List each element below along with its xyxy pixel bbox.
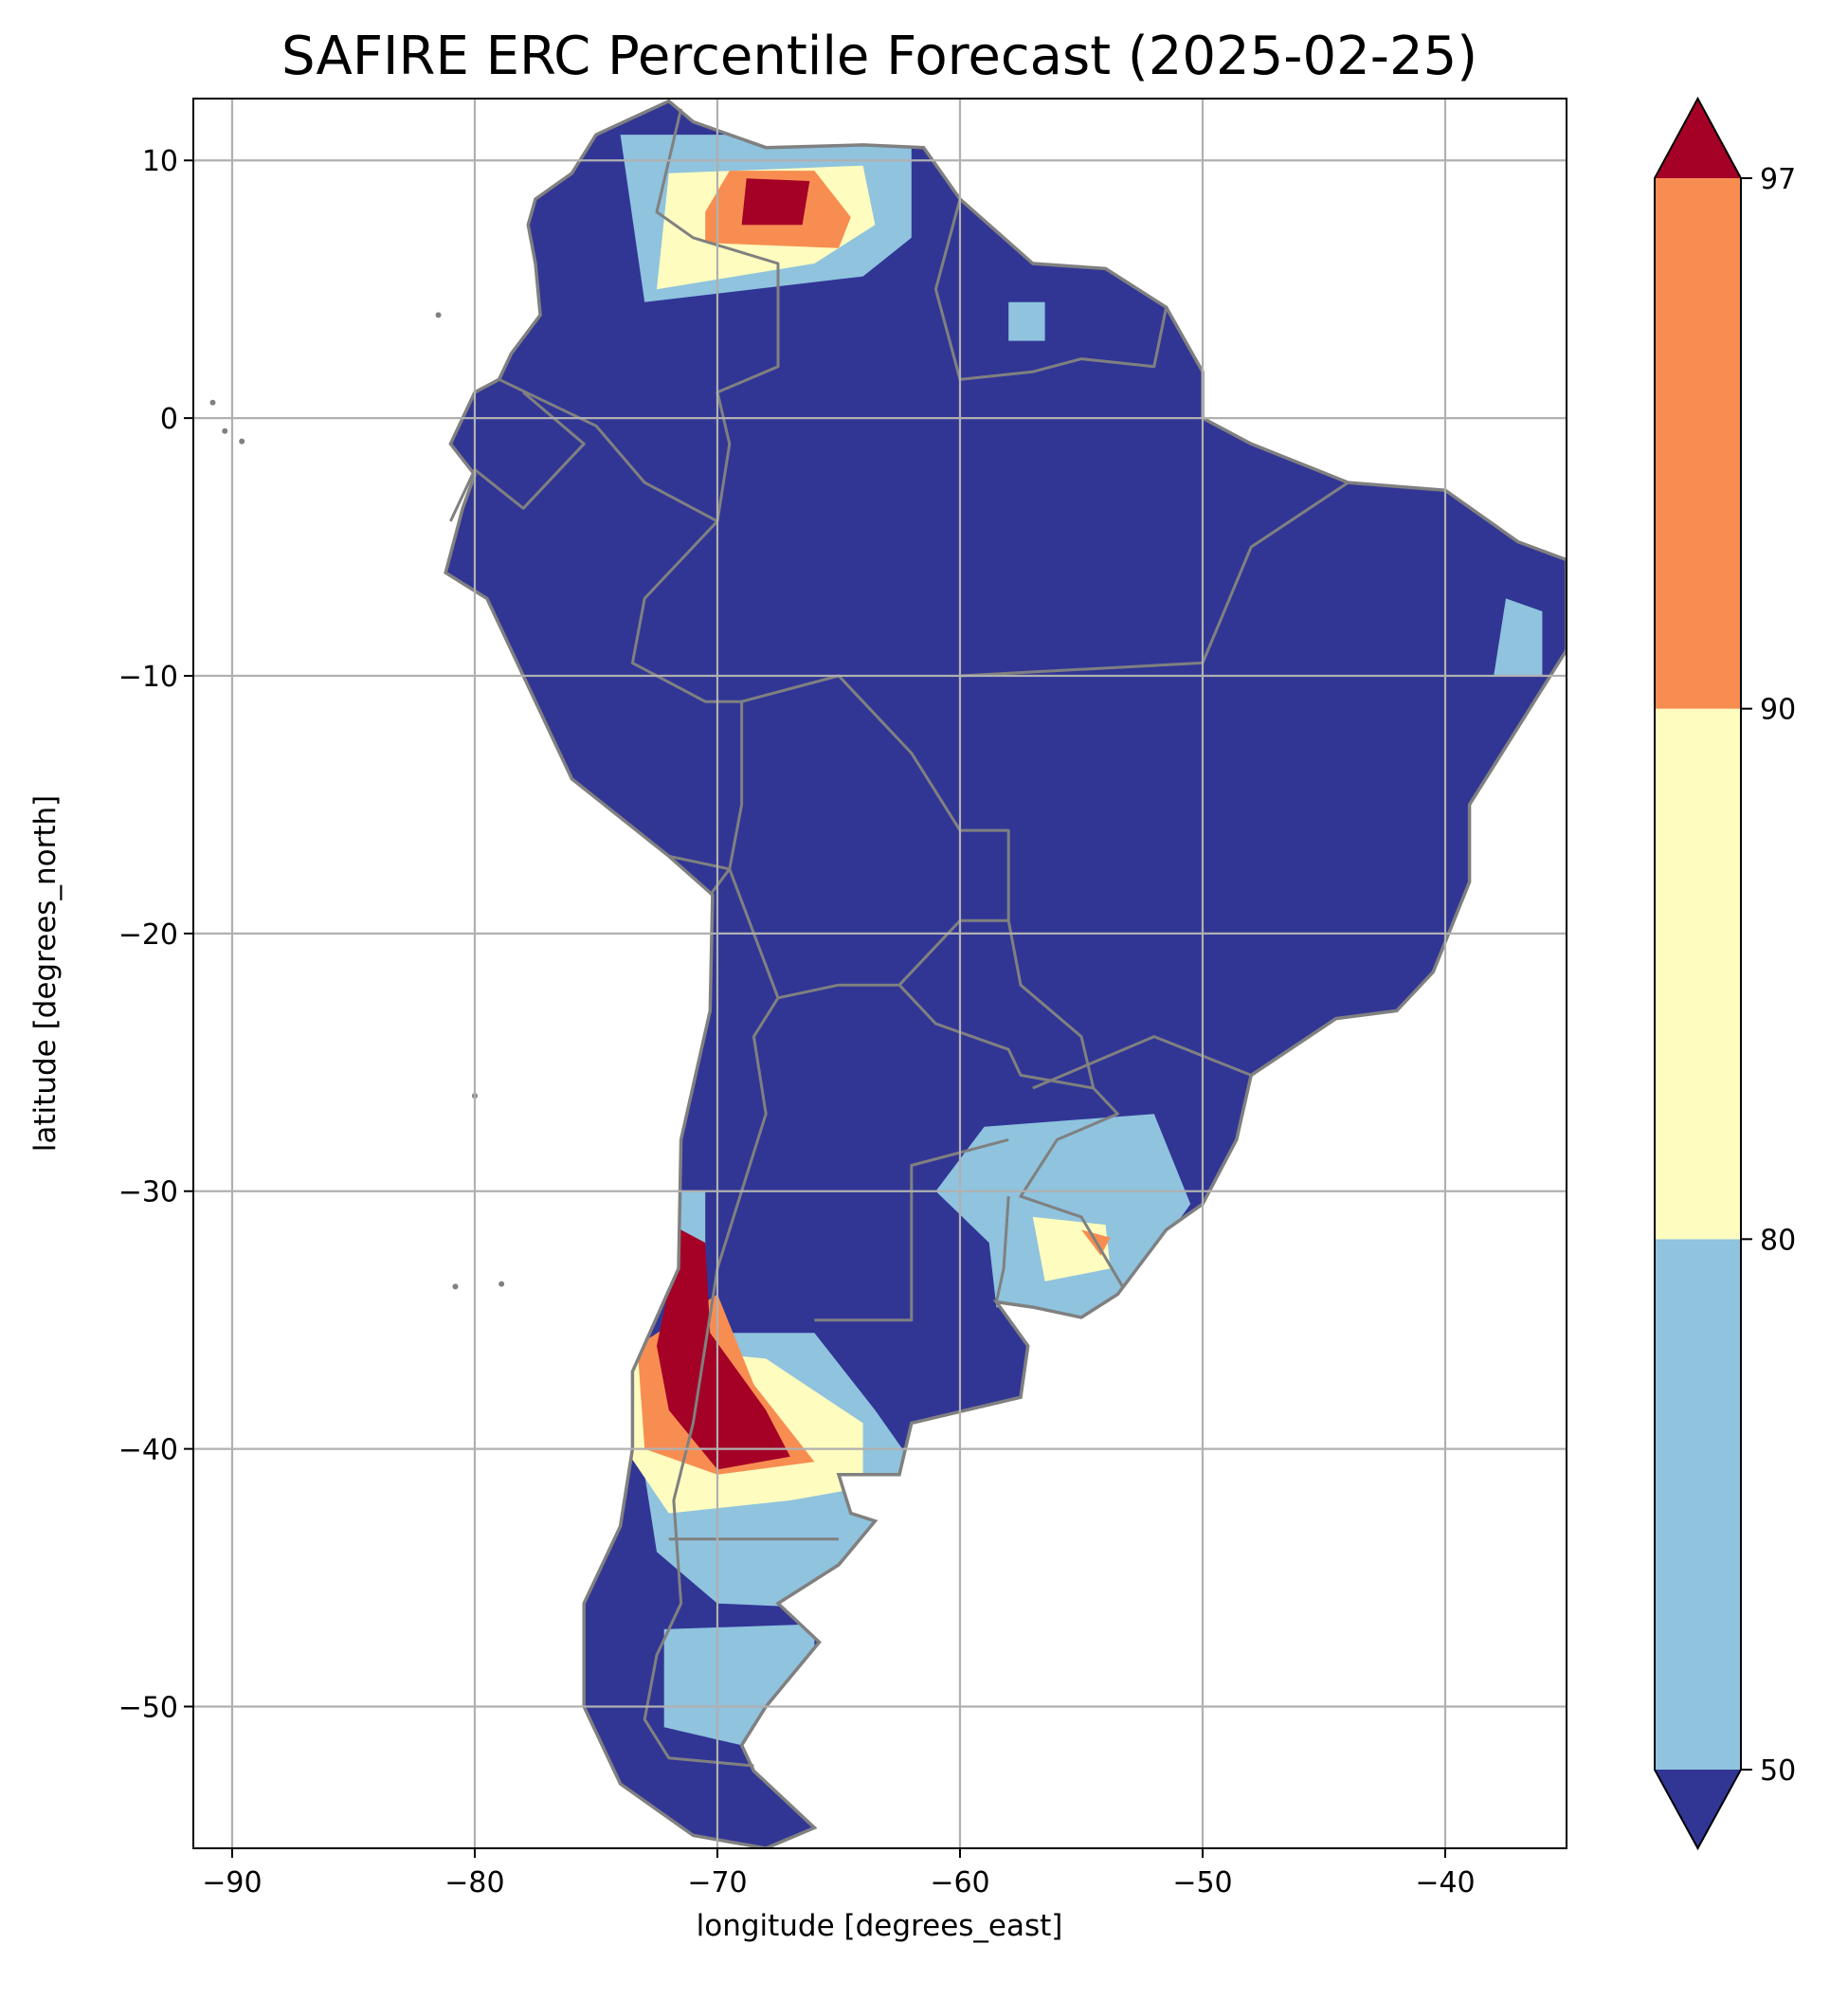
percentile-patch-50-80 <box>1494 598 1543 676</box>
island <box>498 1281 505 1287</box>
percentile-patch-over <box>657 1229 790 1470</box>
x-tick-label: −80 <box>444 1866 504 1899</box>
colorbar-segment-80-90 <box>1655 708 1741 1240</box>
x-tick-label: −60 <box>930 1866 989 1899</box>
island <box>452 1283 459 1290</box>
percentile-patch-50-80 <box>1008 301 1045 341</box>
y-tick-label: −20 <box>118 918 178 952</box>
colorbar-tick-label: 50 <box>1760 1754 1796 1788</box>
island <box>222 427 228 434</box>
border-line <box>897 984 1095 1090</box>
island <box>239 438 245 445</box>
colorbar: 50 80 90 97 <box>1654 96 1796 1851</box>
x-tick-label: −40 <box>1415 1866 1475 1899</box>
y-tick-label: −10 <box>118 661 178 694</box>
colorbar-segment-50-80 <box>1655 1239 1741 1770</box>
y-tick-label: −40 <box>118 1434 178 1467</box>
border-line <box>994 1196 1010 1302</box>
y-tick-label: −30 <box>118 1176 178 1209</box>
colorbar-segment-90-97 <box>1655 178 1741 709</box>
map-data-layer <box>209 99 1567 1848</box>
y-tick-label: 0 <box>160 403 178 436</box>
percentile-patch-50-80 <box>663 1624 815 1746</box>
y-tick-label: 10 <box>142 145 178 178</box>
island <box>209 399 216 406</box>
land-fill-below-50 <box>445 100 1567 1848</box>
plot-frame <box>192 98 1567 1849</box>
percentile-patch-50-80 <box>935 1114 1191 1320</box>
border-line <box>959 481 1350 678</box>
island <box>435 312 442 318</box>
y-axis: 10 0 −10 −20 −30 −40 −50 <box>118 145 193 1724</box>
x-axis: −90 −80 −70 −60 −50 −40 <box>202 1848 1476 1899</box>
border-line <box>933 198 1169 381</box>
gridlines <box>193 99 1567 1848</box>
y-axis-label: latitude [degrees_north] <box>28 795 63 1152</box>
y-tick-label: −50 <box>118 1691 178 1724</box>
x-tick-label: −90 <box>202 1866 262 1899</box>
percentile-patch-over <box>741 178 810 226</box>
border-line <box>449 391 586 522</box>
border-line <box>630 519 1124 1288</box>
colorbar-extend-over <box>1655 99 1741 178</box>
x-axis-label: longitude [degrees_east] <box>697 1909 1063 1943</box>
chart-title: SAFIRE ERC Percentile Forecast (2025-02-… <box>281 26 1477 87</box>
border-line <box>1032 1035 1252 1090</box>
x-tick-label: −50 <box>1172 1866 1232 1899</box>
colorbar-tick-label: 90 <box>1760 694 1796 727</box>
plot-area <box>193 99 1567 1848</box>
colorbar-tick-label: 97 <box>1760 163 1796 196</box>
colorbar-tick-label: 80 <box>1760 1224 1796 1257</box>
x-tick-label: −70 <box>687 1866 747 1899</box>
colorbar-extend-under <box>1655 1770 1741 1848</box>
